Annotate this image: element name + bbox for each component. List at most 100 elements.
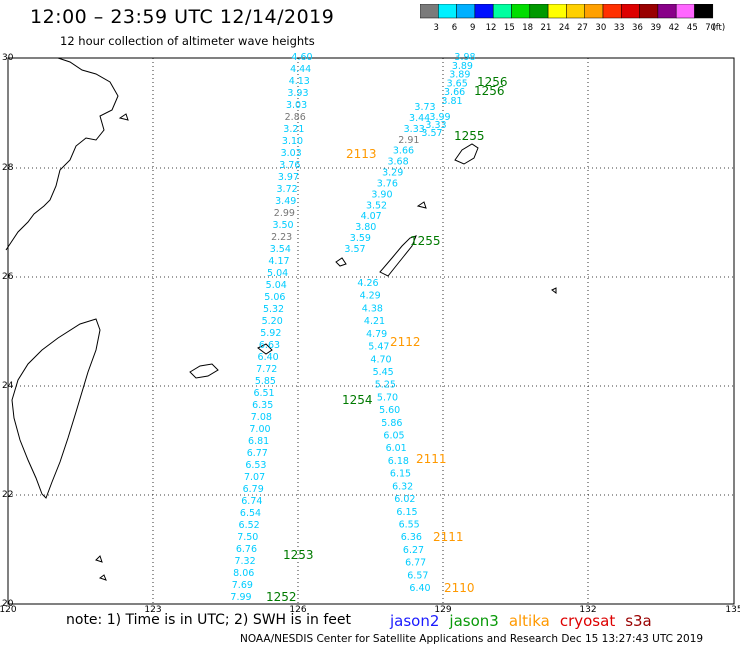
- lon-tick-label: 135: [725, 605, 740, 615]
- wave-height-value: 6.35: [252, 400, 273, 411]
- small-island-a: [335, 257, 347, 267]
- wave-height-value: 5.86: [381, 418, 402, 429]
- wave-height-value: 4.17: [268, 256, 289, 267]
- wave-height-value: 7.00: [249, 424, 270, 435]
- lon-tick-label: 126: [289, 605, 306, 615]
- wave-height-value: 5.20: [262, 316, 283, 327]
- wave-height-value: 6.76: [236, 544, 257, 555]
- colorbar-label: 18: [522, 23, 533, 33]
- wave-height-value: 5.70: [377, 392, 398, 403]
- wave-height-value: 6.52: [239, 520, 260, 531]
- wave-height-value: 6.51: [253, 388, 274, 399]
- ishigaki-island: [189, 363, 219, 379]
- wave-height-value: 6.63: [259, 340, 280, 351]
- wave-height-value: 3.50: [272, 220, 293, 231]
- wave-height-value: 2.23: [271, 232, 292, 243]
- colorbar-label: 6: [452, 23, 457, 33]
- wave-height-value: 5.47: [368, 342, 389, 353]
- wave-height-value: 3.66: [444, 87, 465, 98]
- wave-height-value: 4.38: [362, 303, 383, 314]
- wave-height-value: 3.59: [350, 233, 371, 244]
- wave-height-value: 6.01: [386, 443, 407, 454]
- wave-height-value: 3.72: [277, 184, 298, 195]
- wave-height-value: 3.29: [382, 168, 403, 179]
- wave-height-value: 3.76: [377, 178, 398, 189]
- colorbar-label: 45: [687, 23, 698, 33]
- colorbar-label: 36: [632, 23, 643, 33]
- colorbar-label: 24: [559, 23, 570, 33]
- wave-height-value: 3.76: [279, 160, 300, 171]
- kyushu-coast: [5, 57, 119, 251]
- pass-number-label: 1256: [477, 75, 508, 89]
- wave-height-value: 3.66: [393, 146, 414, 157]
- wave-height-value: 4.13: [289, 76, 310, 87]
- wave-height-value: 6.74: [241, 496, 262, 507]
- lon-tick-label: 132: [579, 605, 596, 615]
- pass-number-label: 2110: [444, 581, 475, 595]
- wave-height-value: 6.81: [248, 436, 269, 447]
- wave-height-value: 5.04: [267, 268, 288, 279]
- pass-number-label: 1255: [410, 234, 441, 248]
- wave-height-value: 5.04: [266, 280, 287, 291]
- wave-height-value: 3.52: [366, 200, 387, 211]
- wave-height-value: 7.07: [244, 472, 265, 483]
- wave-height-value: 3.81: [441, 96, 462, 107]
- wave-height-value: 5.60: [379, 405, 400, 416]
- colorbar-label: 9: [470, 23, 475, 33]
- wave-height-value: 3.57: [421, 128, 442, 139]
- wave-height-value: 3.57: [344, 244, 365, 255]
- wave-height-value: 3.54: [270, 244, 291, 255]
- lat-tick-label: 28: [2, 163, 14, 173]
- wave-height-value: 3.90: [371, 189, 392, 200]
- wave-height-value: 6.53: [245, 460, 266, 471]
- small-island-d: [551, 287, 557, 294]
- wave-height-value: 3.03: [286, 100, 307, 111]
- colorbar-label: 21: [541, 23, 552, 33]
- wave-height-value: 3.10: [282, 136, 303, 147]
- wave-height-value: 5.85: [255, 376, 276, 387]
- small-island-e: [416, 201, 427, 209]
- pass-number-label: 2111: [416, 452, 447, 466]
- colorbar-label: 3: [433, 23, 438, 33]
- wave-height-value: 2.99: [274, 208, 295, 219]
- lat-tick-label: 30: [2, 53, 14, 63]
- wave-height-value: 3.93: [287, 88, 308, 99]
- lon-tick-label: 120: [0, 605, 17, 615]
- wave-height-value: 6.15: [396, 507, 417, 518]
- small-island-b: [95, 555, 103, 563]
- map-title: 12:00 – 23:59 UTC 12/14/2019: [30, 6, 335, 28]
- taiwan-island: [11, 318, 101, 499]
- wave-height-value: 4.21: [364, 316, 385, 327]
- wave-height-value: 4.44: [290, 64, 311, 75]
- wave-height-value: 3.49: [275, 196, 296, 207]
- wave-height-value: 6.79: [243, 484, 264, 495]
- wave-height-value: 5.45: [373, 367, 394, 378]
- amami-island: [454, 143, 479, 165]
- lon-tick-label: 123: [144, 605, 161, 615]
- wave-height-value: 6.77: [405, 558, 426, 569]
- colorbar-label: 27: [577, 23, 588, 33]
- wave-height-value: 3.99: [429, 112, 450, 123]
- wave-height-value: 4.60: [291, 52, 312, 63]
- wave-height-value: 8.06: [233, 568, 254, 579]
- legend-item-s3a: s3a: [625, 612, 652, 630]
- legend-item-jason3: jason3: [449, 612, 499, 630]
- legend-item-jason2: jason2: [390, 612, 440, 630]
- pass-number-label: 1255: [454, 129, 485, 143]
- colorbar: 3 6 9 12 15 18 21 24 27 30 33 36 39 42 45 70(ft): [420, 4, 725, 33]
- okinawa-island: [379, 235, 417, 277]
- pass-number-label: 1252: [266, 590, 297, 604]
- colorbar-label: (ft): [712, 23, 725, 33]
- small-island-c: [98, 574, 107, 581]
- wave-height-value: 3.33: [425, 120, 446, 131]
- wave-height-value: 7.72: [256, 364, 277, 375]
- colorbar-label: 39: [650, 23, 661, 33]
- wave-height-value: 3.44: [409, 113, 430, 124]
- map-subtitle: 12 hour collection of altimeter wave hei…: [60, 34, 315, 48]
- satellite-legend: jason2 jason3 altika cryosat s3a: [390, 612, 662, 630]
- wave-height-value: 6.54: [240, 508, 261, 519]
- wave-height-value: 7.99: [230, 592, 251, 603]
- lat-tick-label: 20: [2, 599, 14, 609]
- wave-height-value: 3.68: [387, 157, 408, 168]
